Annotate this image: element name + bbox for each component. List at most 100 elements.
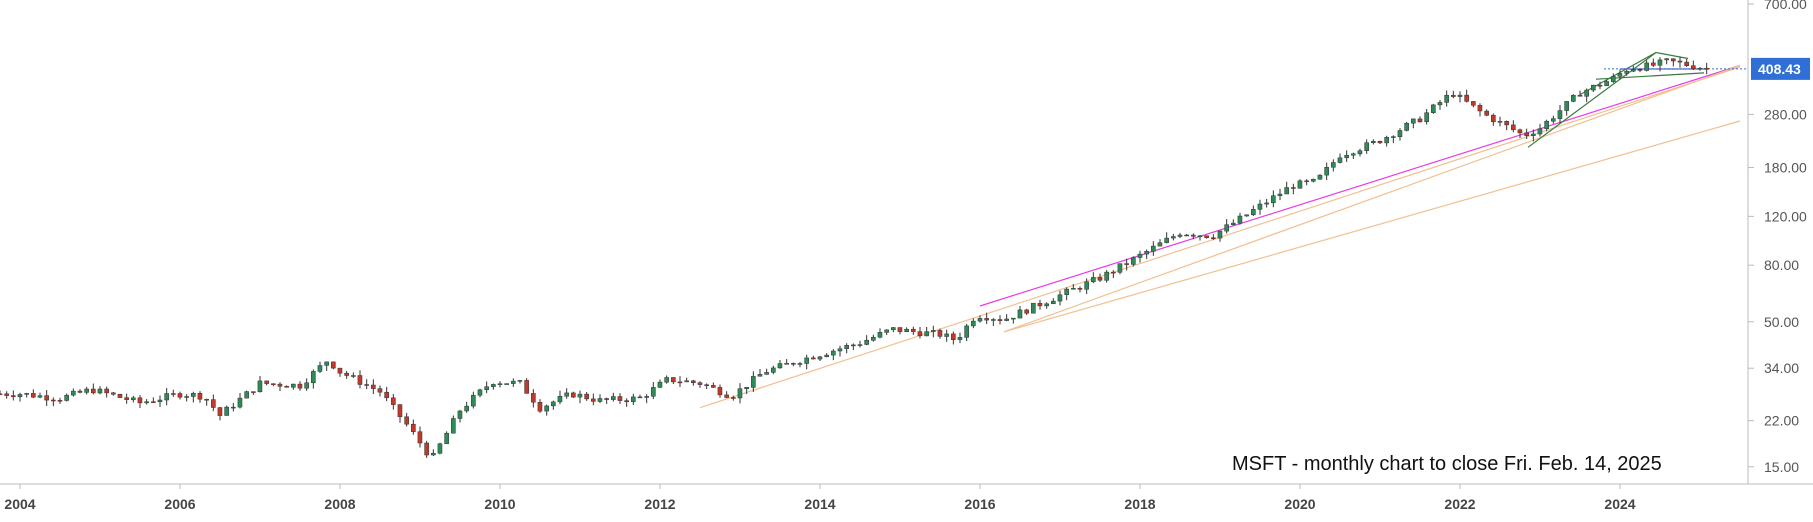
candle-up — [904, 328, 909, 332]
candle-up — [631, 396, 636, 403]
candle-up — [1197, 235, 1203, 238]
y-tick-label: 34.00 — [1764, 360, 1799, 376]
candle-up — [464, 405, 469, 412]
chart-title: MSFT - monthly chart to close Fri. Feb. … — [1232, 453, 1662, 475]
candle-up — [964, 325, 969, 338]
candle-layer — [0, 56, 1709, 458]
candle-up — [1497, 121, 1503, 123]
candle-up — [777, 363, 783, 369]
candle-down — [1211, 237, 1216, 239]
candle-down — [1204, 235, 1209, 238]
candle-down — [1651, 62, 1656, 66]
candle-up — [1357, 150, 1363, 155]
candle-up — [597, 398, 603, 402]
candle-up — [1657, 59, 1663, 66]
candle-up — [497, 383, 503, 385]
candle-down — [1517, 129, 1523, 134]
candle-up — [757, 374, 763, 377]
candle-up — [1217, 230, 1223, 239]
candle-up — [1004, 318, 1009, 321]
y-tick-label: 180.00 — [1764, 160, 1807, 176]
candle-up — [884, 329, 889, 333]
candle-up — [1544, 120, 1549, 129]
candle-down — [1111, 271, 1116, 274]
candle-down — [411, 423, 416, 432]
candle-up — [1251, 209, 1256, 216]
candle-down — [571, 392, 576, 398]
candle-up — [551, 401, 556, 407]
candle-up — [1351, 153, 1356, 156]
candle-down — [364, 384, 369, 386]
candle-down — [1191, 234, 1196, 237]
candle-up — [857, 344, 863, 346]
candle-up — [871, 336, 876, 341]
candle-up — [844, 345, 849, 349]
candle-up — [1171, 236, 1176, 239]
candle-down — [384, 391, 389, 399]
candle-down — [297, 383, 303, 389]
candle-up — [71, 390, 76, 396]
candle-down — [124, 397, 129, 400]
candle-down — [1637, 69, 1643, 71]
candle-up — [244, 391, 249, 399]
candle-up — [1157, 242, 1163, 247]
candle-down — [1484, 110, 1489, 116]
candle-down — [677, 381, 683, 384]
candle-down — [1471, 101, 1476, 106]
candle-up — [664, 377, 669, 383]
x-tick-label: 2018 — [1124, 496, 1155, 512]
candle-up — [744, 387, 749, 389]
candle-up — [437, 443, 443, 454]
candle-up — [784, 363, 789, 365]
candle-down — [1097, 277, 1103, 281]
candle-up — [577, 393, 583, 398]
candle-down — [1677, 60, 1683, 63]
candle-up — [1071, 288, 1076, 290]
candle-up — [1264, 202, 1269, 205]
candle-down — [277, 383, 283, 387]
candle-down — [1291, 187, 1296, 189]
candle-up — [1224, 224, 1229, 232]
candle-down — [137, 397, 143, 404]
candle-up — [1551, 118, 1556, 122]
candle-up — [1344, 154, 1349, 159]
candle-up — [1697, 67, 1703, 70]
candle-down — [1704, 67, 1709, 70]
candle-up — [1391, 136, 1396, 138]
candle-up — [1644, 62, 1649, 71]
candle-up — [1324, 167, 1329, 176]
candle-up — [1331, 162, 1336, 168]
candle-down — [391, 397, 396, 405]
candle-up — [1411, 118, 1416, 124]
candle-up — [1084, 281, 1089, 290]
x-tick-label: 2010 — [484, 496, 515, 512]
candle-up — [1591, 84, 1596, 91]
candle-up — [1137, 253, 1143, 258]
candle-up — [1624, 70, 1629, 74]
candle-up — [224, 406, 229, 416]
candle-down — [424, 442, 429, 456]
candle-down — [811, 357, 816, 360]
candle-up — [684, 380, 689, 383]
candle-up — [1131, 257, 1136, 265]
candle-up — [1271, 195, 1276, 204]
candle-up — [311, 371, 316, 384]
candle-down — [91, 388, 96, 394]
candle-down — [1464, 94, 1469, 102]
candle-up — [1177, 234, 1183, 237]
candle-up — [804, 357, 809, 364]
x-tick-label: 2024 — [1604, 496, 1635, 512]
candle-down — [371, 384, 376, 389]
candle-up — [1011, 317, 1016, 320]
candle-up — [1151, 245, 1156, 252]
candle-up — [1337, 157, 1343, 163]
candle-up — [1231, 222, 1236, 225]
candle-down — [711, 385, 716, 388]
candle-down — [997, 319, 1003, 321]
candle-up — [517, 380, 523, 382]
candle-up — [1564, 101, 1569, 111]
x-tick-label: 2012 — [644, 496, 675, 512]
candle-up — [444, 432, 449, 445]
candle-up — [1064, 288, 1069, 295]
